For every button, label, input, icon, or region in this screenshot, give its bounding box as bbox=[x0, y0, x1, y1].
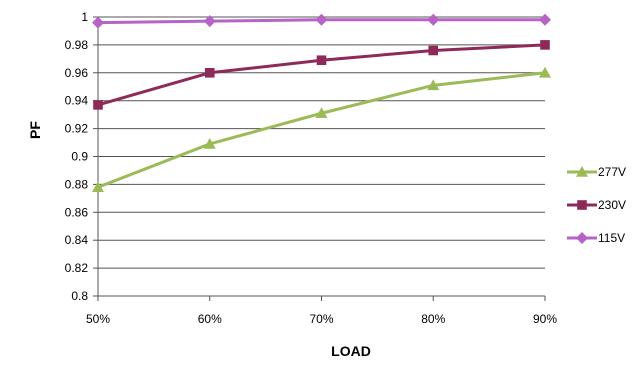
series-line bbox=[96, 43, 547, 107]
data-point bbox=[539, 13, 551, 26]
y-tick-label: 0.86 bbox=[65, 205, 89, 219]
axis-layer bbox=[93, 16, 546, 301]
series-line bbox=[96, 71, 547, 189]
data-point bbox=[203, 137, 216, 149]
x-tick-label: 70% bbox=[309, 312, 333, 326]
legend: 277V 230V 115V bbox=[567, 165, 626, 245]
series-layer bbox=[92, 13, 551, 192]
data-point bbox=[539, 66, 551, 78]
series-115V bbox=[92, 13, 551, 29]
y-tick-label: 0.84 bbox=[65, 233, 89, 247]
data-point bbox=[93, 100, 103, 110]
y-tick-label: 0.8 bbox=[71, 289, 88, 303]
data-point bbox=[316, 55, 327, 66]
x-axis-label: LOAD bbox=[331, 343, 371, 359]
y-tick-label: 0.94 bbox=[65, 94, 89, 108]
data-point bbox=[315, 13, 328, 26]
data-point bbox=[540, 40, 550, 50]
data-point bbox=[315, 107, 328, 119]
legend-marker bbox=[576, 166, 588, 177]
y-tick-label: 0.98 bbox=[65, 38, 89, 52]
y-tick-labels: 1 0.98 0.96 0.94 0.92 0.9 0.88 0.86 0.84 0.82 0.8 bbox=[65, 10, 89, 303]
data-point bbox=[204, 68, 215, 78]
y-tick-label: 0.96 bbox=[65, 66, 89, 80]
legend-entry: 230V bbox=[567, 198, 626, 212]
y-axis-label: PF bbox=[27, 121, 43, 139]
y-tick-label: 0.88 bbox=[65, 177, 89, 191]
legend-label: 230V bbox=[598, 198, 626, 212]
legend-label: 115V bbox=[598, 231, 625, 245]
legend-label: 277V bbox=[598, 165, 626, 179]
y-tick-label: 1 bbox=[81, 10, 88, 24]
legend-entry: 277V bbox=[567, 165, 626, 179]
series-230V bbox=[93, 40, 550, 110]
legend-entry: 115V bbox=[567, 231, 625, 245]
data-point bbox=[427, 79, 440, 91]
series-277V bbox=[92, 66, 551, 192]
x-tick-label: 80% bbox=[421, 312, 445, 326]
data-point bbox=[428, 45, 439, 56]
x-tick-label: 60% bbox=[198, 312, 222, 326]
grid-layer bbox=[98, 16, 545, 297]
data-point bbox=[427, 13, 440, 26]
y-tick-label: 0.9 bbox=[71, 150, 88, 164]
x-tick-labels: 50% 60% 70% 80% 90% bbox=[86, 312, 557, 326]
data-point bbox=[203, 15, 216, 28]
y-tick-label: 0.92 bbox=[65, 122, 89, 136]
data-point bbox=[92, 181, 104, 192]
x-tick-label: 50% bbox=[86, 312, 110, 326]
legend-marker bbox=[576, 232, 588, 244]
x-tick-label: 90% bbox=[533, 312, 557, 326]
legend-marker bbox=[577, 200, 587, 210]
data-point bbox=[92, 16, 104, 29]
y-tick-label: 0.82 bbox=[65, 261, 89, 275]
